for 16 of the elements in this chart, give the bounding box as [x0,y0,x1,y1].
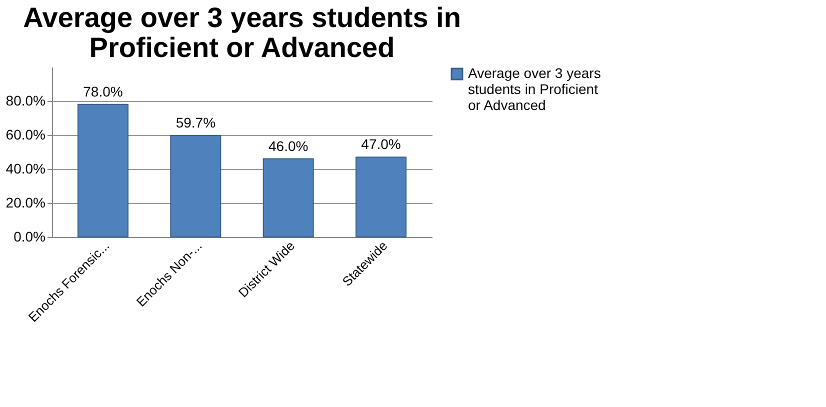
bar [170,135,222,238]
y-tick-label: 60.0% [6,126,46,142]
text: Proficient or Advanced [89,32,395,63]
y-tick-label: 0.0% [14,228,46,244]
data-label: 47.0% [361,136,401,152]
text: Average over 3 years students in [23,2,461,33]
y-tick-label: 20.0% [6,194,46,210]
y-tick-label: 40.0% [6,160,46,176]
data-label: 46.0% [268,138,308,154]
bar [77,104,128,238]
data-label: 59.7% [176,114,216,131]
bar [356,156,407,238]
data-label: 78.0% [83,83,123,100]
y-tick-label: 80.0% [6,92,46,108]
bar [262,158,314,238]
legend-label: Average over 3 years students in Proficient or Advanced [468,65,601,113]
